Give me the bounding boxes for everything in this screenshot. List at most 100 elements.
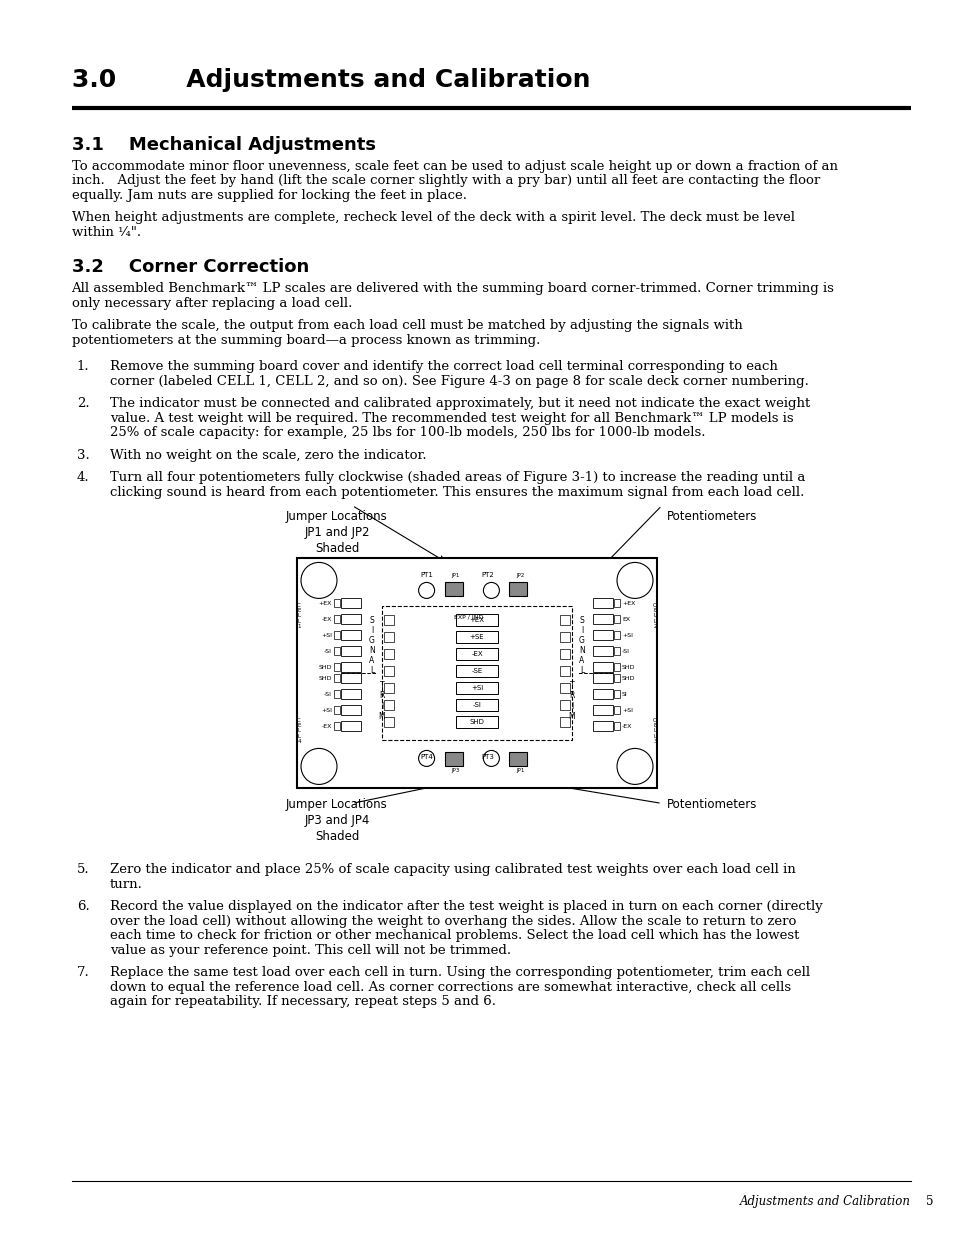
Circle shape <box>301 562 336 599</box>
Bar <box>593 615 613 625</box>
Text: All assembled Benchmark™ LP scales are delivered with the summing board corner-t: All assembled Benchmark™ LP scales are d… <box>71 283 834 295</box>
Text: equally. Jam nuts are supplied for locking the feet in place.: equally. Jam nuts are supplied for locki… <box>71 189 466 203</box>
Text: -SI: -SI <box>472 703 481 709</box>
Text: inch.   Adjust the feet by hand (lift the scale corner slightly with a pry bar) : inch. Adjust the feet by hand (lift the … <box>71 174 819 188</box>
Text: +SI: +SI <box>621 632 633 638</box>
Bar <box>456 699 497 711</box>
Text: Adjustments and Calibration: Adjustments and Calibration <box>740 1195 910 1208</box>
Text: Turn all four potentiometers fully clockwise (shaded areas of Figure 3-1) to inc: Turn all four potentiometers fully clock… <box>110 472 804 484</box>
Text: again for repeatability. If necessary, repeat steps 5 and 6.: again for repeatability. If necessary, r… <box>110 995 495 1009</box>
Bar <box>384 650 394 659</box>
Text: -SI: -SI <box>324 648 332 653</box>
Text: 6.: 6. <box>77 900 90 914</box>
Text: EXP / IND: EXP / IND <box>454 615 483 620</box>
Text: potentiometers at the summing board—a process known as trimming.: potentiometers at the summing board—a pr… <box>71 333 539 347</box>
Text: Zero the indicator and place 25% of scale capacity using calibrated test weights: Zero the indicator and place 25% of scal… <box>110 863 795 877</box>
Text: 1.: 1. <box>77 361 90 373</box>
Text: +EX: +EX <box>469 618 484 624</box>
Text: Potentiometers: Potentiometers <box>666 798 757 811</box>
Text: JP3: JP3 <box>451 768 459 773</box>
Bar <box>384 632 394 642</box>
Bar <box>509 583 527 597</box>
Bar <box>444 752 462 767</box>
Text: The indicator must be connected and calibrated approximately, but it need not in: The indicator must be connected and cali… <box>110 398 809 410</box>
Text: 2.: 2. <box>77 398 90 410</box>
Bar <box>593 689 613 699</box>
Text: With no weight on the scale, zero the indicator.: With no weight on the scale, zero the in… <box>110 450 426 462</box>
Bar <box>614 706 619 714</box>
Bar <box>593 721 613 731</box>
Text: within ¹⁄₄".: within ¹⁄₄". <box>71 226 140 238</box>
Bar <box>340 705 360 715</box>
Bar <box>456 683 497 694</box>
Text: C
E
L
L
2: C E L L 2 <box>653 603 657 629</box>
Bar <box>614 674 619 683</box>
Circle shape <box>418 751 435 767</box>
Bar <box>456 615 497 626</box>
Bar <box>456 648 497 661</box>
Text: -SI: -SI <box>621 648 629 653</box>
Text: JP1: JP1 <box>516 768 524 773</box>
Bar <box>614 690 619 699</box>
Bar <box>559 718 569 727</box>
Circle shape <box>617 562 652 599</box>
Bar <box>614 599 619 608</box>
Bar <box>340 646 360 657</box>
Text: PT1: PT1 <box>419 573 433 578</box>
Bar <box>614 722 619 730</box>
Bar <box>340 615 360 625</box>
Text: +SI: +SI <box>320 632 332 638</box>
Bar <box>384 615 394 625</box>
Text: Jumper Locations
JP3 and JP4
Shaded: Jumper Locations JP3 and JP4 Shaded <box>286 798 388 844</box>
Text: SI: SI <box>621 692 627 697</box>
Text: value. A test weight will be required. The recommended test weight for all Bench: value. A test weight will be required. T… <box>110 412 792 425</box>
Text: Remove the summing board cover and identify the correct load cell terminal corre: Remove the summing board cover and ident… <box>110 361 777 373</box>
Text: SHD: SHD <box>318 664 332 669</box>
Text: value as your reference point. This cell will not be trimmed.: value as your reference point. This cell… <box>110 944 510 957</box>
Text: -SE: -SE <box>471 668 482 674</box>
Bar <box>593 673 613 683</box>
Text: PT3: PT3 <box>481 755 494 761</box>
Circle shape <box>418 583 435 599</box>
Text: +EX: +EX <box>621 601 635 606</box>
Text: Potentiometers: Potentiometers <box>666 510 757 524</box>
Bar <box>444 583 462 597</box>
Bar <box>334 615 339 624</box>
Text: 4.: 4. <box>77 472 90 484</box>
Bar <box>593 646 613 657</box>
Bar <box>384 683 394 693</box>
Text: clicking sound is heard from each potentiometer. This ensures the maximum signal: clicking sound is heard from each potent… <box>110 485 803 499</box>
Bar <box>340 689 360 699</box>
Bar <box>456 631 497 643</box>
Text: EX: EX <box>621 618 630 622</box>
Text: -EX: -EX <box>321 724 332 729</box>
Text: SHD: SHD <box>621 664 635 669</box>
Text: To calibrate the scale, the output from each load cell must be matched by adjust: To calibrate the scale, the output from … <box>71 320 741 332</box>
Bar <box>559 683 569 693</box>
Bar <box>340 673 360 683</box>
Text: Jumper Locations
JP1 and JP2
Shaded: Jumper Locations JP1 and JP2 Shaded <box>286 510 388 556</box>
Circle shape <box>617 748 652 784</box>
Text: -EX: -EX <box>471 651 482 657</box>
Text: T
R
I
M: T R I M <box>378 682 385 720</box>
Text: only necessary after replacing a load cell.: only necessary after replacing a load ce… <box>71 296 352 310</box>
Text: SHD: SHD <box>318 676 332 680</box>
Text: T
R
I
M: T R I M <box>568 682 575 720</box>
Text: turn.: turn. <box>110 878 142 890</box>
Text: 25% of scale capacity: for example, 25 lbs for 100-lb models, 250 lbs for 1000-l: 25% of scale capacity: for example, 25 l… <box>110 426 704 440</box>
Text: 5: 5 <box>925 1195 933 1208</box>
Text: S
I
G
N
A
L: S I G N A L <box>369 616 375 676</box>
Text: -EX: -EX <box>621 724 632 729</box>
Bar <box>559 615 569 625</box>
Text: C
E
L
L
4: C E L L 4 <box>296 718 300 745</box>
Text: To accommodate minor floor unevenness, scale feet can be used to adjust scale he: To accommodate minor floor unevenness, s… <box>71 159 837 173</box>
Text: Record the value displayed on the indicator after the test weight is placed in t: Record the value displayed on the indica… <box>110 900 821 914</box>
Text: +SI: +SI <box>471 685 482 692</box>
Bar <box>340 721 360 731</box>
Bar <box>559 667 569 677</box>
Text: +SI: +SI <box>320 708 332 713</box>
Bar <box>334 674 339 683</box>
Bar <box>381 606 572 741</box>
Text: C
E
L
L
3: C E L L 3 <box>653 718 657 745</box>
Bar <box>334 706 339 714</box>
